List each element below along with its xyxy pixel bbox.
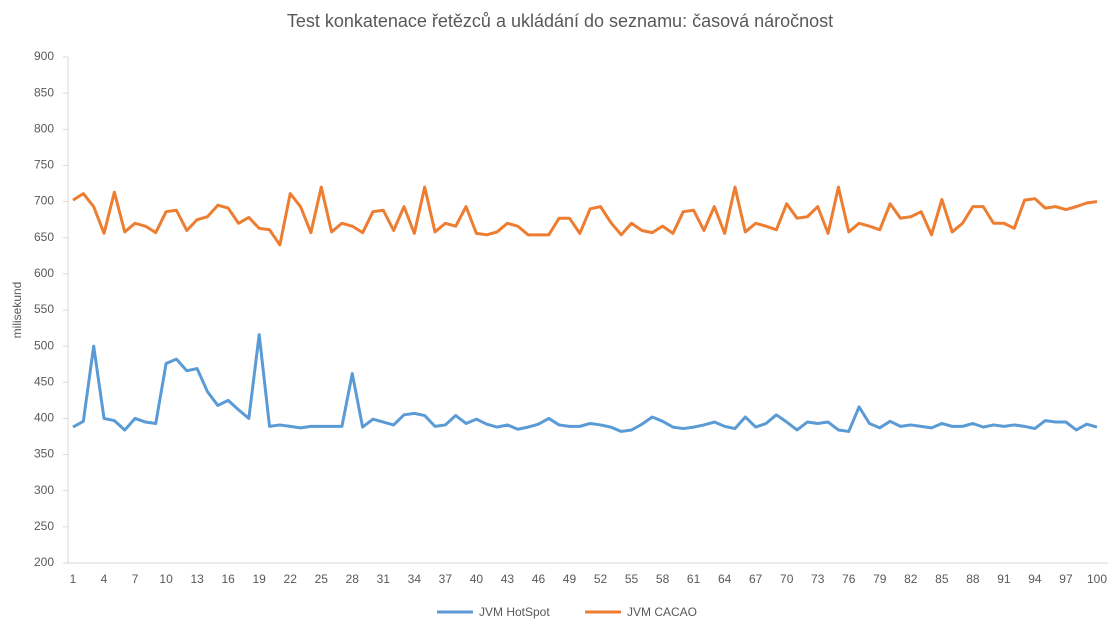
x-tick-label: 61 xyxy=(687,572,701,586)
y-tick-label: 850 xyxy=(34,85,54,99)
y-tick-label: 400 xyxy=(34,411,54,425)
x-tick-label: 34 xyxy=(408,572,422,586)
x-tick-label: 91 xyxy=(997,572,1011,586)
x-tick-label: 58 xyxy=(656,572,670,586)
legend-label: JVM CACAO xyxy=(627,605,697,619)
series-line xyxy=(72,333,1098,433)
y-tick-label: 350 xyxy=(34,447,54,461)
x-tick-label: 16 xyxy=(221,572,235,586)
x-tick-label: 73 xyxy=(811,572,825,586)
x-tick-label: 70 xyxy=(780,572,794,586)
x-tick-label: 25 xyxy=(315,572,329,586)
y-tick-label: 700 xyxy=(34,194,54,208)
x-tick-label: 46 xyxy=(532,572,546,586)
series-line xyxy=(72,185,1098,247)
y-tick-label: 800 xyxy=(34,121,54,135)
chart-title: Test konkatenace řetězců a ukládání do s… xyxy=(287,11,833,31)
x-tick-label: 28 xyxy=(346,572,360,586)
x-tick-label: 22 xyxy=(284,572,298,586)
x-tick-label: 94 xyxy=(1028,572,1042,586)
x-tick-label: 4 xyxy=(101,572,108,586)
y-tick-label: 250 xyxy=(34,519,54,533)
x-tick-label: 7 xyxy=(132,572,139,586)
x-tick-label: 79 xyxy=(873,572,887,586)
x-tick-label: 13 xyxy=(190,572,204,586)
y-tick-label: 300 xyxy=(34,483,54,497)
x-tick-label: 76 xyxy=(842,572,856,586)
x-tick-label: 37 xyxy=(439,572,453,586)
y-tick-label: 750 xyxy=(34,158,54,172)
y-tick-label: 500 xyxy=(34,338,54,352)
y-axis-label: milisekund xyxy=(10,282,24,339)
x-tick-label: 19 xyxy=(253,572,267,586)
y-tick-label: 450 xyxy=(34,374,54,388)
x-tick-label: 64 xyxy=(718,572,732,586)
x-tick-label: 52 xyxy=(594,572,608,586)
y-tick-label: 650 xyxy=(34,230,54,244)
legend-label: JVM HotSpot xyxy=(479,605,550,619)
x-tick-label: 67 xyxy=(749,572,763,586)
x-tick-label: 31 xyxy=(377,572,391,586)
x-tick-label: 88 xyxy=(966,572,980,586)
x-tick-label: 85 xyxy=(935,572,949,586)
y-tick-label: 200 xyxy=(34,555,54,569)
x-tick-label: 10 xyxy=(159,572,173,586)
x-tick-label: 82 xyxy=(904,572,918,586)
x-tick-label: 49 xyxy=(563,572,577,586)
y-tick-label: 900 xyxy=(34,49,54,63)
x-tick-label: 43 xyxy=(501,572,515,586)
y-tick-label: 600 xyxy=(34,266,54,280)
x-tick-label: 40 xyxy=(470,572,484,586)
x-tick-label: 1 xyxy=(70,572,77,586)
x-tick-label: 97 xyxy=(1059,572,1073,586)
y-tick-label: 550 xyxy=(34,302,54,316)
x-tick-label: 100 xyxy=(1087,572,1107,586)
x-tick-label: 55 xyxy=(625,572,639,586)
